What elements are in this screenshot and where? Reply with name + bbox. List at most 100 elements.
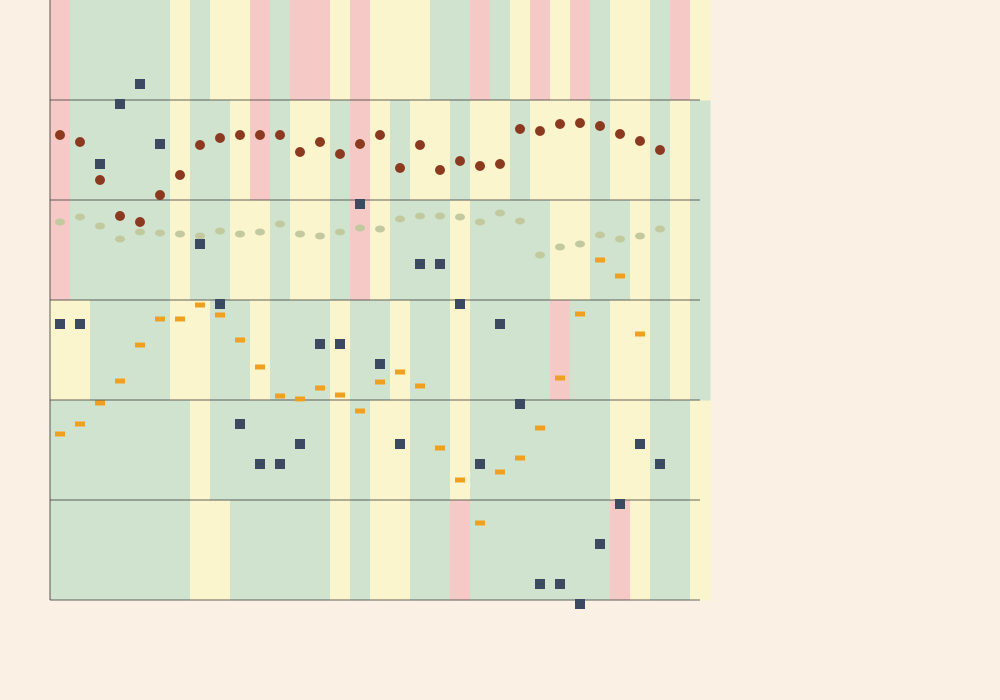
band-cell bbox=[190, 300, 211, 401]
band-cell bbox=[270, 500, 291, 601]
ellipse-point bbox=[95, 222, 105, 230]
band-cell bbox=[450, 500, 471, 601]
circle-point bbox=[75, 137, 85, 147]
band-cell bbox=[650, 400, 671, 501]
square-point bbox=[195, 239, 205, 249]
band-cell bbox=[670, 0, 691, 101]
square-point bbox=[415, 259, 425, 269]
band-cell bbox=[390, 400, 411, 501]
square-point bbox=[495, 319, 505, 329]
dash-point bbox=[275, 393, 285, 399]
band-cell bbox=[510, 500, 531, 601]
square-point bbox=[255, 459, 265, 469]
band-cell bbox=[210, 200, 231, 301]
ellipse-point bbox=[435, 212, 445, 220]
band-cell bbox=[310, 400, 331, 501]
band-cell bbox=[670, 400, 691, 501]
band-cell bbox=[350, 100, 371, 201]
band-cell bbox=[530, 500, 551, 601]
ellipse-point bbox=[335, 228, 345, 236]
band-cell bbox=[430, 500, 451, 601]
band-cell bbox=[550, 300, 571, 401]
band-cell bbox=[350, 200, 371, 301]
dash-point bbox=[435, 445, 445, 451]
circle-point bbox=[575, 118, 585, 128]
band-cell bbox=[690, 400, 711, 501]
band-cell bbox=[670, 200, 691, 301]
band-cell bbox=[410, 0, 431, 101]
circle-point bbox=[95, 175, 105, 185]
ellipse-point bbox=[195, 232, 205, 240]
dash-point bbox=[575, 311, 585, 317]
band-cell bbox=[610, 200, 631, 301]
circle-point bbox=[155, 190, 165, 200]
band-cell bbox=[410, 100, 431, 201]
band-cell bbox=[210, 500, 231, 601]
band-cell bbox=[310, 500, 331, 601]
band-cell bbox=[250, 100, 271, 201]
band-cell bbox=[290, 200, 311, 301]
square-point bbox=[135, 79, 145, 89]
ellipse-point bbox=[655, 225, 665, 233]
ellipse-point bbox=[235, 230, 245, 238]
band-cell bbox=[510, 300, 531, 401]
circle-point bbox=[255, 130, 265, 140]
band-cell bbox=[430, 100, 451, 201]
band-cell bbox=[310, 0, 331, 101]
ellipse-point bbox=[555, 243, 565, 251]
band-cell bbox=[410, 400, 431, 501]
ellipse-point bbox=[315, 232, 325, 240]
band-cell bbox=[50, 300, 71, 401]
band-cell bbox=[470, 500, 491, 601]
circle-point bbox=[335, 149, 345, 159]
band-cell bbox=[50, 400, 71, 501]
band-cell bbox=[530, 300, 551, 401]
band-cell bbox=[630, 300, 651, 401]
band-cell bbox=[510, 200, 531, 301]
band-cell bbox=[190, 500, 211, 601]
band-cell bbox=[230, 500, 251, 601]
band-cell bbox=[390, 0, 411, 101]
band-cell bbox=[510, 0, 531, 101]
dash-point bbox=[135, 342, 145, 348]
band-cell bbox=[190, 100, 211, 201]
band-cell bbox=[210, 0, 231, 101]
band-cell bbox=[570, 300, 591, 401]
band-cell bbox=[310, 100, 331, 201]
band-cell bbox=[230, 200, 251, 301]
square-point bbox=[535, 579, 545, 589]
dash-point bbox=[335, 392, 345, 398]
square-point bbox=[655, 459, 665, 469]
band-cell bbox=[110, 400, 131, 501]
square-point bbox=[635, 439, 645, 449]
dash-point bbox=[75, 421, 85, 427]
band-cell bbox=[450, 200, 471, 301]
square-point bbox=[595, 539, 605, 549]
band-cell bbox=[170, 300, 191, 401]
circle-point bbox=[115, 211, 125, 221]
circle-point bbox=[655, 145, 665, 155]
band-cell bbox=[230, 0, 251, 101]
ellipse-point bbox=[415, 212, 425, 220]
circle-point bbox=[615, 129, 625, 139]
dash-point bbox=[355, 408, 365, 414]
band-cell bbox=[690, 500, 711, 601]
square-point bbox=[295, 439, 305, 449]
band-cell bbox=[590, 100, 611, 201]
band-cell bbox=[390, 100, 411, 201]
dash-point bbox=[255, 364, 265, 370]
band-cell bbox=[70, 100, 91, 201]
band-cell bbox=[70, 500, 91, 601]
band-cell bbox=[470, 100, 491, 201]
band-cell bbox=[410, 300, 431, 401]
dash-point bbox=[215, 312, 225, 318]
band-cell bbox=[550, 0, 571, 101]
band-cell bbox=[210, 100, 231, 201]
band-cell bbox=[510, 400, 531, 501]
band-cell bbox=[390, 500, 411, 601]
circle-point bbox=[275, 130, 285, 140]
band-cell bbox=[490, 100, 511, 201]
circle-point bbox=[495, 159, 505, 169]
band-cell bbox=[690, 100, 711, 201]
band-cell bbox=[290, 300, 311, 401]
